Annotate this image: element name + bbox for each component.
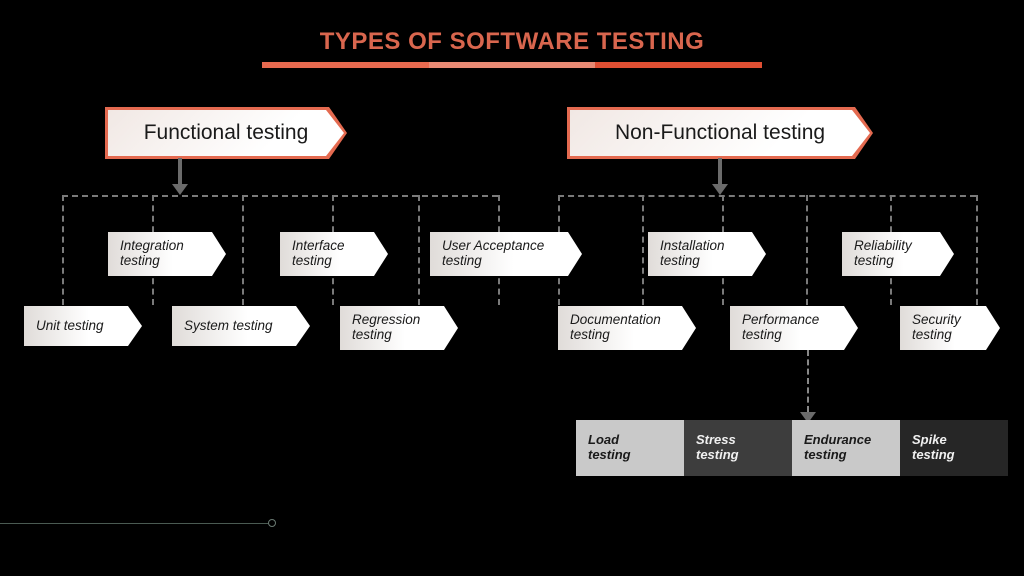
category-nonfunctional-label: Non-Functional testing — [570, 110, 870, 156]
functional-tag: System testing — [172, 306, 310, 346]
nonfunctional-tag: Performancetesting — [730, 306, 858, 350]
category-functional-label: Functional testing — [108, 110, 344, 156]
connector-line — [418, 195, 420, 305]
connector-line — [976, 195, 978, 305]
down-arrow-icon — [798, 350, 818, 423]
page-title: TYPES OF SOFTWARE TESTING — [0, 28, 1024, 56]
nonfunctional-tag: Documentationtesting — [558, 306, 696, 350]
title-underline — [262, 62, 762, 68]
decorative-dot-icon — [268, 519, 276, 527]
functional-tag: Unit testing — [24, 306, 142, 346]
connector-line — [642, 195, 644, 305]
performance-subtype-cell: Endurancetesting — [792, 420, 900, 476]
nonfunctional-tag: Securitytesting — [900, 306, 1000, 350]
functional-tag: Integrationtesting — [108, 232, 226, 276]
connector-line — [558, 195, 976, 197]
category-functional: Functional testing — [108, 110, 344, 156]
performance-subtype-cell: Stresstesting — [684, 420, 792, 476]
functional-tag: Regressiontesting — [340, 306, 458, 350]
connector-line — [242, 195, 244, 305]
functional-tag: User Acceptancetesting — [430, 232, 582, 276]
functional-tag: Interfacetesting — [280, 232, 388, 276]
category-nonfunctional: Non-Functional testing — [570, 110, 870, 156]
performance-subtype-cell: Spiketesting — [900, 420, 1008, 476]
performance-subtype-cell: Loadtesting — [576, 420, 684, 476]
down-arrow-icon — [170, 158, 190, 195]
decorative-line — [0, 523, 270, 524]
connector-line — [62, 195, 64, 305]
title-block: TYPES OF SOFTWARE TESTING — [0, 0, 1024, 68]
down-arrow-icon — [710, 158, 730, 195]
connector-line — [806, 195, 808, 305]
nonfunctional-tag: Reliabilitytesting — [842, 232, 954, 276]
performance-subtypes-row: LoadtestingStresstestingEndurancetesting… — [576, 420, 1008, 476]
connector-line — [62, 195, 498, 197]
nonfunctional-tag: Installationtesting — [648, 232, 766, 276]
